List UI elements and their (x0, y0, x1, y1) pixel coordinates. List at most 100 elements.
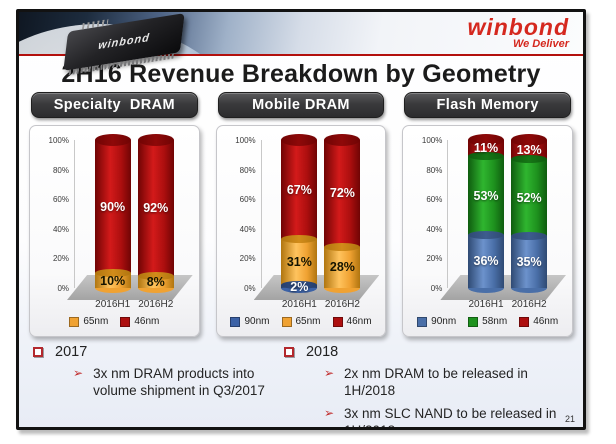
plot-area: 0% 20% 40% 60% 80% 100% 2016H1 2% 31% 67% 2016H2 28… (235, 134, 380, 310)
x-axis-category-label: 2016H1 (468, 299, 504, 310)
legend-item: 46nm (519, 316, 558, 327)
note-text: 3x nm DRAM products into volume shipment… (93, 366, 265, 399)
y-axis-tick-label: 0% (430, 284, 443, 293)
panel-title: Specialty DRAM (31, 92, 198, 118)
legend-label: 65nm (83, 316, 109, 327)
cylinder-top (281, 134, 318, 146)
panel-title: Flash Memory (404, 92, 572, 118)
y-axis-tick-label: 60% (52, 195, 69, 205)
chart-legend: 90nm 65nm 46nm (225, 316, 378, 327)
cylinder-junction (137, 272, 174, 281)
plot-area: 0% 20% 40% 60% 80% 100% 2016H1 10% 90% 2016H2 8% 92… (49, 134, 193, 310)
bar-value-label: 11% (473, 141, 499, 156)
cylinder-junction (281, 235, 318, 244)
chip-logo-label: winbond (97, 31, 151, 53)
legend-label: 90nm (431, 316, 457, 327)
cylinder-top (137, 134, 174, 146)
legend-swatch (69, 316, 80, 327)
legend-item: 90nm (417, 316, 456, 327)
bar-value-label: 92% (143, 201, 169, 216)
chart-panel: Specialty DRAM 0% 20% 40% 60% 80% 100% 2016H1 10… (29, 92, 200, 337)
legend-swatch (417, 316, 428, 327)
note-bullet-row: ➢ 2x nm DRAM to be released in 1H/2018 (324, 365, 567, 400)
cylinder-junction (281, 281, 318, 290)
bar-value-label: 8% (146, 275, 165, 290)
brand-logo: winbond We Deliver (467, 15, 569, 50)
stacked-bar: 8% 92% (137, 134, 174, 293)
y-axis-tick-label: 40% (239, 224, 256, 234)
legend-item: 90nm (230, 316, 270, 327)
legend-item: 65nm (69, 316, 108, 327)
bar-value-label: 10% (100, 273, 126, 288)
note-year: 2018 (305, 344, 339, 360)
note-column: 2017 ➢ 3x nm DRAM products into volume shi… (33, 344, 284, 427)
legend-swatch (230, 316, 241, 327)
bar-value-label: 67% (286, 182, 312, 197)
legend-item: 58nm (468, 316, 507, 327)
cylinder-bottom (511, 283, 548, 293)
note-bullet-row: ➢ 3x nm SLC NAND to be released in 1H/201… (323, 405, 567, 427)
x-axis-category-label: 2016H2 (324, 299, 360, 310)
bar-segment-90nm (511, 236, 548, 288)
y-axis-tick-label: 60% (426, 195, 443, 205)
arrow-bullet-icon: ➢ (323, 366, 335, 380)
arrow-bullet-icon: ➢ (323, 405, 335, 420)
bar-segment-65nm (281, 239, 318, 286)
note-bullet-row: ➢ 3x nm DRAM products into volume shipmen… (73, 365, 284, 400)
panels: Specialty DRAM 0% 20% 40% 60% 80% 100% 2016H1 10… (19, 92, 583, 337)
y-axis-tick-label: 100% (235, 136, 256, 145)
bar-value-label: 2% (290, 279, 309, 294)
cylinder-top (324, 134, 361, 146)
chart-legend: 65nm 46nm (38, 316, 191, 327)
cylinder-bottom (468, 283, 505, 293)
bar-segment-58nm (511, 159, 548, 237)
note-year-row: 2018 (283, 344, 567, 360)
bar-segment-90nm (468, 234, 505, 288)
bar-segment-65nm (94, 273, 131, 288)
bar-value-label: 35% (516, 255, 542, 270)
cylinder-top (468, 134, 505, 146)
y-axis-tick-label: 20% (52, 254, 69, 264)
y-axis-tick-label: 80% (52, 165, 69, 175)
note-text: 3x nm SLC NAND to be released in 1H/2018 (344, 405, 557, 427)
legend-label: 90nm (244, 316, 270, 327)
chart-panel: Mobile DRAM 0% 20% 40% 60% 80% 100% 2016H1 2% 31%… (215, 92, 387, 337)
bar-value-label: 31% (286, 255, 312, 270)
notes: 2017 ➢ 3x nm DRAM products into volume shi… (19, 337, 583, 427)
y-axis-tick-label: 0% (244, 284, 256, 293)
cylinder-bottom (324, 283, 361, 293)
bar-value-label: 13% (516, 142, 542, 157)
cylinder-top (511, 134, 548, 146)
bar-segment-46nm (94, 140, 131, 274)
legend-label: 46nm (533, 316, 559, 327)
legend-item: 46nm (120, 316, 159, 327)
y-axis-tick-label: 0% (57, 284, 69, 293)
chart-card: 0% 20% 40% 60% 80% 100% 2016H1 10% 90% 2016H2 8% 92… (29, 125, 200, 337)
page-number: 21 (564, 414, 575, 424)
x-axis-category-label: 2016H1 (95, 299, 131, 310)
cylinder-junction (324, 242, 361, 251)
legend-label: 65nm (295, 316, 321, 327)
cylinder-junction (468, 152, 505, 161)
square-bullet-icon (33, 347, 43, 357)
chart-legend: 90nm 58nm 46nm (411, 316, 564, 327)
stacked-bar: 35% 52% 13% (511, 134, 548, 293)
cylinder-bottom (94, 283, 131, 293)
bar-value-label: 28% (329, 260, 355, 275)
legend-label: 46nm (346, 316, 372, 327)
legend-item: 65nm (281, 316, 321, 327)
bar-segment-46nm (324, 140, 361, 247)
y-axis-tick-label: 100% (48, 136, 69, 145)
y-axis-tick-label: 100% (421, 136, 443, 145)
legend-swatch (281, 316, 292, 327)
page-title: 2H16 Revenue Breakdown by Geometry (61, 60, 541, 88)
slide: winbond We Deliver winbond 2H16 Revenue … (16, 9, 586, 430)
x-axis-category-label: 2016H1 (281, 299, 317, 310)
legend-swatch (120, 316, 131, 327)
note-column: 2018 ➢ 2x nm DRAM to be released in 1H/201… (283, 344, 567, 427)
stacked-bar: 10% 90% (94, 134, 131, 293)
y-axis-tick-label: 40% (426, 224, 443, 234)
x-axis-category-label: 2016H2 (138, 299, 174, 310)
plot-area: 0% 20% 40% 60% 80% 100% 2016H1 36% 53% 11% 2016H2 3… (422, 134, 567, 310)
chart-card: 0% 20% 40% 60% 80% 100% 2016H1 36% 53% 11% 2016H2 3… (402, 125, 574, 337)
